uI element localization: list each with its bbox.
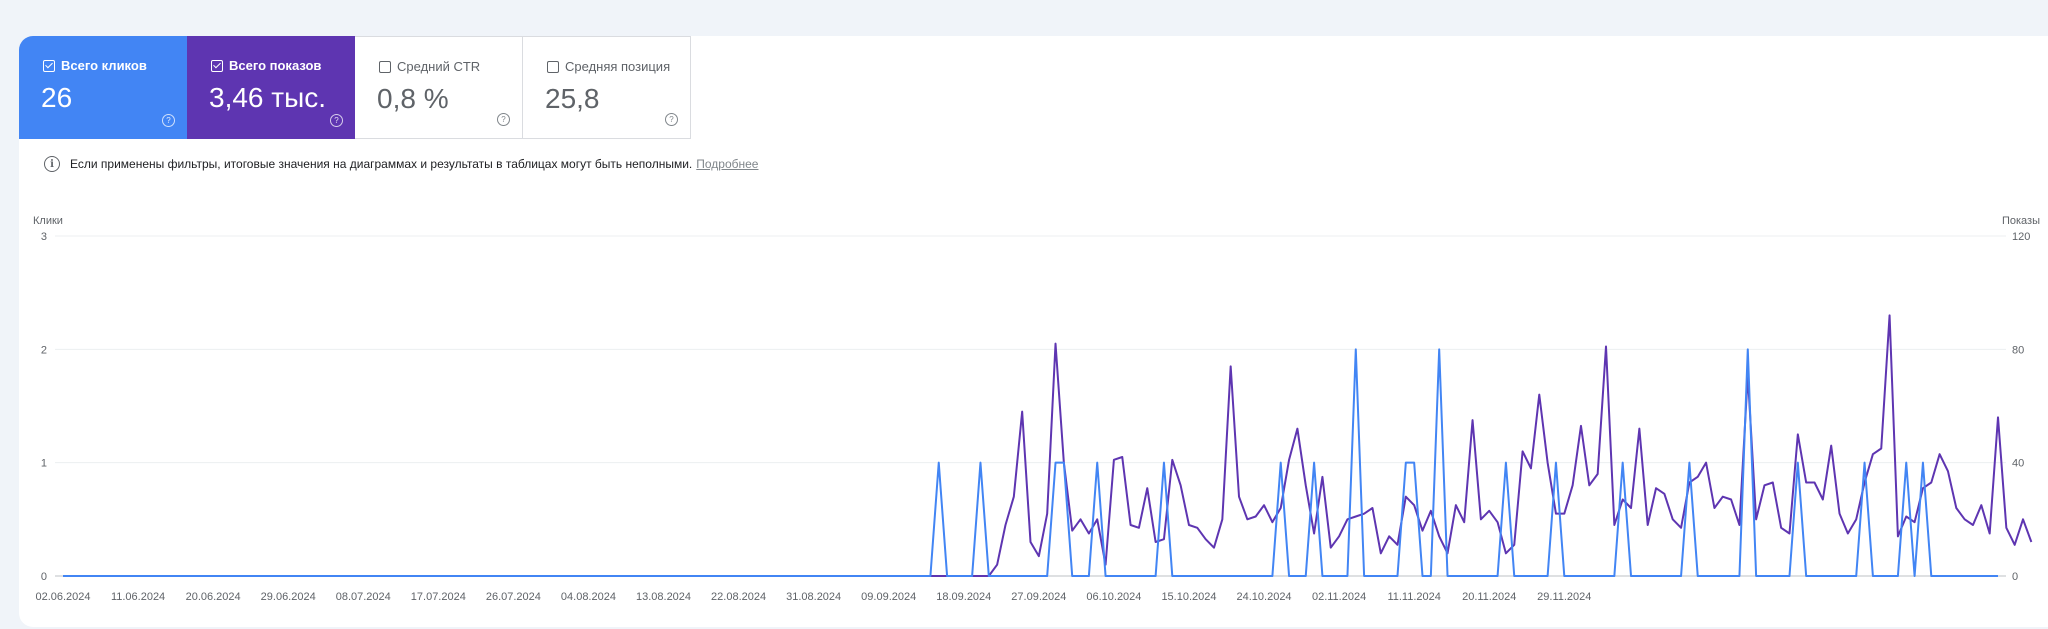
learn-more-link[interactable]: Подробнее [696, 157, 759, 171]
y-tick-right: 40 [2012, 458, 2024, 470]
x-tick-label: 08.07.2024 [336, 591, 391, 603]
x-tick-label: 24.10.2024 [1237, 591, 1292, 603]
metric-value: 3,46 тыс. [209, 82, 327, 113]
metric-tile-clicks[interactable]: Всего кликов 26 ? [19, 36, 187, 139]
x-axis: 02.06.2024 11.06.2024 20.06.2024 29.06.2024… [35, 591, 1591, 603]
metric-label: Средняя позиция [565, 59, 671, 74]
metric-tile-impressions[interactable]: Всего показов 3,46 тыс. ? [187, 36, 355, 139]
help-icon[interactable]: ? [330, 114, 343, 127]
help-icon[interactable]: ? [665, 113, 678, 126]
x-tick-label: 22.08.2024 [711, 591, 766, 603]
metric-value: 26 [41, 82, 73, 113]
x-tick-label: 02.11.2024 [1312, 591, 1366, 603]
metric-header: Всего показов [211, 58, 321, 73]
y-axis-right: 0 40 80 120 [2012, 231, 2030, 583]
x-tick-label: 02.06.2024 [35, 591, 90, 603]
x-tick-label: 17.07.2024 [411, 591, 466, 603]
metric-tiles: Всего кликов 26 ? Всего показов 3,46 тыс… [19, 36, 691, 139]
series-line-impressions [63, 314, 2033, 577]
metric-header: Средняя позиция [547, 59, 670, 74]
x-tick-label: 04.08.2024 [561, 591, 616, 603]
y-tick-left: 1 [41, 458, 47, 470]
metric-value: 25,8 [545, 83, 600, 114]
x-tick-label: 26.07.2024 [486, 591, 541, 603]
metric-value: 0,8 % [377, 83, 449, 114]
y-axis-left: 0 1 2 3 [41, 231, 47, 583]
help-icon[interactable]: ? [497, 113, 510, 126]
y-tick-left: 3 [41, 231, 47, 243]
x-tick-label: 20.11.2024 [1462, 591, 1516, 603]
metric-label: Всего показов [229, 58, 322, 73]
checkbox-checked-icon[interactable] [211, 59, 223, 72]
series-line-clicks [63, 348, 1998, 577]
x-tick-label: 29.06.2024 [261, 591, 316, 603]
metric-tile-position[interactable]: Средняя позиция 25,8 ? [523, 36, 691, 139]
x-tick-label: 11.11.2024 [1387, 591, 1440, 603]
y-axis-right-title: Показы [2002, 215, 2040, 227]
y-tick-right: 120 [2012, 231, 2030, 243]
x-tick-label: 27.09.2024 [1011, 591, 1066, 603]
x-tick-label: 20.06.2024 [186, 591, 241, 603]
filter-notice: i Если применены фильтры, итоговые значе… [44, 156, 758, 172]
x-tick-label: 29.11.2024 [1537, 591, 1591, 603]
metric-header: Всего кликов [43, 58, 147, 73]
chart-grid [55, 235, 2006, 577]
x-tick-label: 09.09.2024 [861, 591, 916, 603]
chart-series [63, 314, 2033, 577]
y-tick-left: 0 [41, 571, 47, 583]
y-tick-left: 2 [41, 344, 47, 356]
notice-text: Если применены фильтры, итоговые значени… [70, 157, 693, 171]
y-tick-right: 0 [2012, 571, 2018, 583]
x-tick-label: 31.08.2024 [786, 591, 841, 603]
y-tick-right: 80 [2012, 344, 2024, 356]
x-tick-label: 11.06.2024 [111, 591, 165, 603]
checkbox-checked-icon[interactable] [43, 59, 55, 72]
x-tick-label: 06.10.2024 [1086, 591, 1141, 603]
help-icon[interactable]: ? [162, 114, 175, 127]
x-tick-label: 15.10.2024 [1161, 591, 1216, 603]
metric-header: Средний CTR [379, 59, 480, 74]
x-tick-label: 13.08.2024 [636, 591, 691, 603]
performance-card: Всего кликов 26 ? Всего показов 3,46 тыс… [19, 36, 2048, 627]
x-tick-label: 18.09.2024 [936, 591, 991, 603]
metric-label: Средний CTR [397, 59, 481, 74]
checkbox-unchecked-icon[interactable] [547, 60, 559, 73]
y-axis-left-title: Клики [33, 215, 63, 227]
info-icon: i [44, 156, 60, 172]
checkbox-unchecked-icon[interactable] [379, 60, 391, 73]
metric-label: Всего кликов [61, 58, 147, 73]
metric-tile-ctr[interactable]: Средний CTR 0,8 % ? [355, 36, 523, 139]
